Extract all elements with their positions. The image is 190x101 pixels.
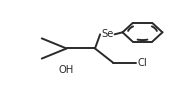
- Text: Se: Se: [101, 29, 114, 39]
- Text: OH: OH: [59, 65, 74, 75]
- Text: Cl: Cl: [138, 58, 147, 68]
